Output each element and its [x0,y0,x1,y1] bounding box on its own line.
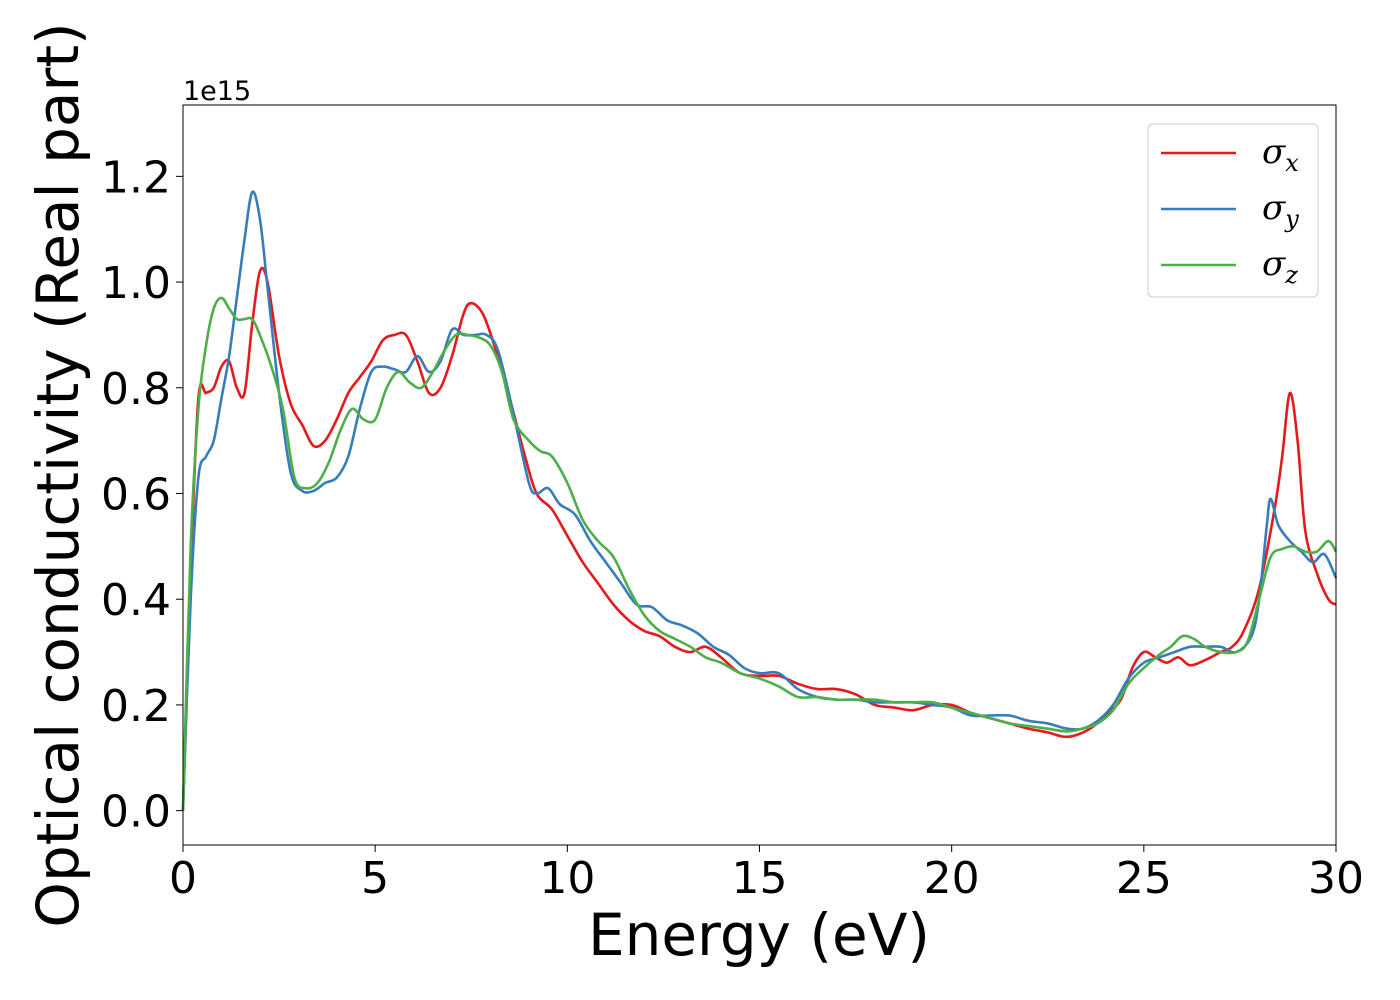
legend-label-main: σ [1262,244,1286,284]
legend-label-main: σ [1262,132,1286,172]
y-tick-label: 0.0 [101,787,171,838]
series-line-z [181,296,1338,811]
legend-label-main: σ [1262,188,1286,228]
x-axis-title: Energy (eV) [588,901,930,969]
legend-label-x: σx [1262,132,1299,177]
series-layer [181,190,1338,811]
x-tick-label: 10 [539,853,595,904]
x-axis: 0 5 10 15 20 25 30 [169,845,1364,904]
x-tick-label: 20 [924,853,980,904]
y-axis-title: Optical conductivity (Real part) [24,22,92,927]
series-line-x [181,266,1337,811]
y-tick-label: 1.0 [101,258,171,309]
y-tick-label: 0.6 [101,470,171,521]
x-tick-label: 5 [361,853,389,904]
series-line-y [181,190,1338,811]
y-tick-label: 0.2 [101,681,171,732]
y-tick-label: 0.8 [101,364,171,415]
x-tick-label: 0 [169,853,197,904]
legend-label-subscript: y [1284,205,1299,233]
legend-label-y: σy [1262,188,1299,233]
y-tick-label: 0.4 [101,575,171,626]
x-tick-label: 25 [1116,853,1172,904]
y-axis: 0.0 0.2 0.4 0.6 0.8 1.0 1.2 [101,152,183,838]
legend-label-z: σz [1262,244,1298,289]
legend-label-subscript: z [1284,261,1298,289]
legend-box [1147,123,1319,298]
x-tick-label: 15 [732,853,788,904]
y-axis-multiplier-label: 1e15 [183,76,251,107]
y-tick-label: 1.2 [101,152,171,203]
legend-label-subscript: x [1285,149,1299,177]
x-tick-label: 30 [1308,853,1364,904]
